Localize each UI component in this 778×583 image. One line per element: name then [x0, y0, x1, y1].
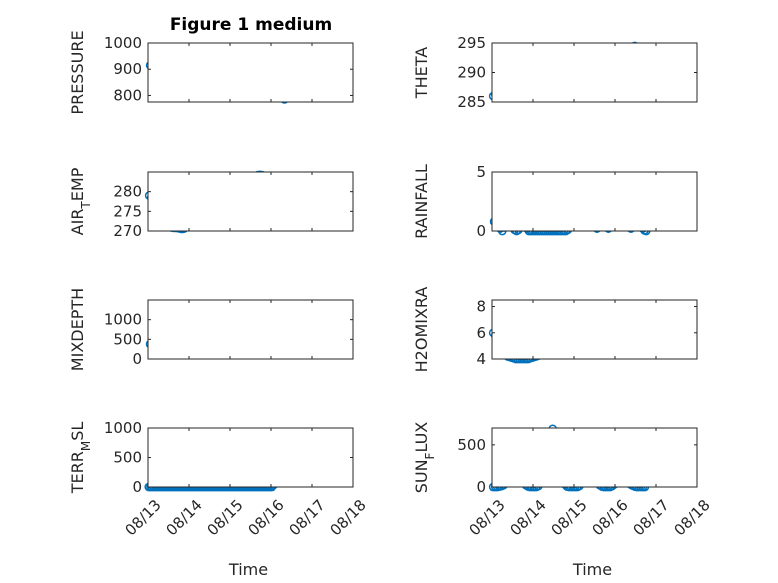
- y-tick-label: 500: [457, 436, 486, 454]
- y-axis-label: TERRMSL: [68, 422, 93, 495]
- y-axis-label: RAINFALL: [412, 164, 431, 239]
- axes-frame: [147, 171, 354, 232]
- y-axis-label: THETA: [412, 47, 431, 99]
- y-axis-label: AIRTEMP: [68, 167, 93, 235]
- x-axis-label: Time: [228, 560, 268, 579]
- y-axis-label: MIXDEPTH: [68, 288, 87, 371]
- y-tick-label: 290: [457, 64, 486, 82]
- y-tick-label: 8: [476, 298, 486, 316]
- y-tick-label: 285: [457, 93, 486, 111]
- y-axis-label: PRESSURE: [68, 30, 87, 114]
- subplot-pressure: 800 900 1000 PRESSURE: [68, 30, 354, 115]
- y-tick-label: 1000: [104, 311, 142, 329]
- subplot-h2omixra: 4 6 8 H2OMIXRA: [412, 287, 698, 373]
- figure-title: Figure 1 medium: [170, 15, 332, 35]
- y-tick-label: 270: [113, 222, 142, 240]
- y-tick-label: 0: [476, 222, 486, 240]
- y-tick-label: 1000: [104, 419, 142, 437]
- axes-frame: [491, 42, 698, 103]
- y-tick-label: 0: [132, 478, 142, 496]
- y-tick-label: 500: [113, 330, 142, 348]
- subplot-rainfall: 0 5 RAINFALL: [412, 163, 698, 240]
- y-axis-label: H2OMIXRA: [412, 287, 431, 373]
- y-tick-label: 4: [476, 350, 486, 368]
- axes-frame: [147, 299, 354, 360]
- axes-frame: [491, 427, 698, 488]
- axes-frame: [491, 299, 698, 360]
- y-tick-label: 900: [113, 60, 142, 78]
- y-tick-label: 5: [476, 163, 486, 181]
- y-tick-label: 0: [476, 478, 486, 496]
- y-axis-label: SUNFLUX: [412, 422, 437, 494]
- y-tick-label: 800: [113, 86, 142, 104]
- y-tick-label: 275: [113, 202, 142, 220]
- y-tick-label: 0: [132, 350, 142, 368]
- y-tick-label: 280: [113, 183, 142, 201]
- y-tick-label: 295: [457, 34, 486, 52]
- axes-frame: [147, 42, 354, 103]
- y-tick-label: 6: [476, 324, 486, 342]
- x-axis-label: Time: [572, 560, 612, 579]
- axes-frame: [491, 171, 698, 232]
- subplot-theta: 285 290 295 THETA: [412, 34, 698, 111]
- y-tick-label: 500: [113, 449, 142, 467]
- axes-frame: [147, 427, 354, 488]
- y-tick-label: 1000: [104, 34, 142, 52]
